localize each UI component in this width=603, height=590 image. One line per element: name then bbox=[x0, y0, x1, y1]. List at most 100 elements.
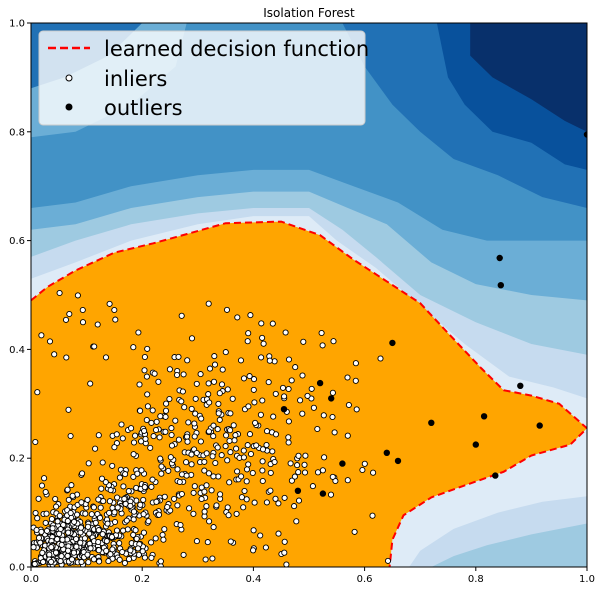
inlier-point bbox=[135, 329, 142, 336]
inlier-point bbox=[65, 547, 72, 554]
inlier-point bbox=[249, 469, 256, 477]
inlier-point bbox=[141, 554, 148, 561]
inlier-point bbox=[197, 438, 204, 445]
inlier-point bbox=[281, 494, 288, 501]
outlier-point bbox=[583, 131, 587, 138]
inlier-point bbox=[227, 538, 234, 545]
inlier-point bbox=[283, 561, 290, 567]
inlier-point bbox=[171, 495, 178, 502]
inlier-point bbox=[48, 558, 55, 565]
inlier-point bbox=[299, 372, 306, 379]
inlier-point bbox=[181, 404, 188, 411]
x-tick-label: 0.0 bbox=[23, 574, 39, 585]
inlier-point bbox=[188, 451, 195, 458]
inlier-point bbox=[275, 530, 282, 537]
inlier-point bbox=[149, 407, 156, 414]
inlier-point bbox=[209, 453, 216, 460]
inlier-point bbox=[193, 380, 200, 387]
inlier-point bbox=[351, 528, 358, 535]
inlier-point bbox=[304, 392, 311, 399]
inlier-point bbox=[95, 538, 102, 546]
outlier-point bbox=[480, 413, 488, 420]
inlier-point bbox=[329, 389, 336, 396]
inlier-point bbox=[191, 483, 198, 490]
inlier-point bbox=[67, 509, 74, 517]
inlier-point bbox=[95, 432, 102, 439]
inlier-point bbox=[183, 433, 191, 440]
inlier-point bbox=[345, 401, 352, 409]
y-tick-label: 0.8 bbox=[9, 127, 25, 138]
inlier-point bbox=[42, 519, 49, 526]
x-axis: 0.0 0.2 0.4 0.6 0.8 1.0 bbox=[23, 567, 595, 585]
inlier-point bbox=[217, 491, 224, 498]
inlier-point bbox=[166, 395, 173, 403]
inlier-point bbox=[329, 473, 336, 480]
inlier-point bbox=[87, 545, 94, 552]
inlier-point bbox=[84, 551, 91, 558]
inlier-point bbox=[95, 547, 102, 554]
inlier-point bbox=[210, 378, 218, 385]
inlier-point bbox=[116, 474, 123, 481]
inlier-point bbox=[114, 494, 121, 501]
inlier-point bbox=[46, 338, 54, 345]
inlier-point bbox=[224, 457, 231, 464]
inlier-point bbox=[119, 435, 126, 442]
inlier-point bbox=[244, 442, 251, 449]
inlier-point bbox=[281, 538, 288, 545]
chart-title: Isolation Forest bbox=[263, 6, 355, 20]
inlier-point bbox=[186, 505, 193, 512]
inlier-point bbox=[163, 400, 170, 407]
inlier-point bbox=[43, 510, 50, 517]
inlier-point bbox=[222, 443, 229, 450]
inlier-point bbox=[291, 473, 298, 480]
inlier-point bbox=[162, 407, 170, 414]
inlier-point bbox=[222, 349, 229, 356]
inlier-point bbox=[210, 473, 217, 480]
inlier-point bbox=[267, 487, 274, 494]
inlier-point bbox=[232, 432, 239, 439]
inlier-point bbox=[140, 511, 147, 518]
inlier-point bbox=[158, 470, 165, 477]
inlier-point bbox=[70, 549, 77, 556]
inlier-point bbox=[215, 400, 222, 407]
inlier-point bbox=[214, 426, 221, 433]
inlier-point bbox=[234, 314, 241, 321]
inlier-point bbox=[259, 467, 266, 474]
inlier-point bbox=[301, 469, 309, 476]
inlier-point bbox=[64, 552, 71, 559]
inlier-point bbox=[210, 433, 217, 440]
inlier-point bbox=[94, 321, 101, 328]
inlier-point bbox=[103, 547, 110, 554]
inlier-point bbox=[211, 353, 218, 360]
inlier-point bbox=[259, 446, 267, 453]
inlier-point bbox=[141, 484, 148, 491]
inlier-point bbox=[180, 551, 187, 558]
inlier-point bbox=[67, 432, 74, 440]
inlier-point bbox=[145, 518, 152, 525]
inlier-point bbox=[230, 422, 237, 429]
inlier-point bbox=[105, 558, 112, 565]
inlier-point bbox=[240, 375, 248, 382]
inlier-point bbox=[111, 518, 119, 526]
inlier-point bbox=[87, 380, 94, 387]
inlier-point bbox=[270, 413, 277, 420]
y-axis: 0.0 0.2 0.4 0.6 0.8 1.0 bbox=[9, 19, 31, 574]
inlier-point bbox=[111, 444, 118, 451]
inlier-point bbox=[42, 488, 49, 496]
inlier-point bbox=[282, 329, 289, 336]
outlier-point bbox=[472, 441, 479, 448]
inlier-point bbox=[39, 549, 46, 556]
inlier-point bbox=[32, 438, 39, 446]
inlier-point bbox=[78, 499, 85, 506]
inlier-point bbox=[260, 340, 267, 347]
inlier-point bbox=[120, 527, 127, 534]
outlier-point bbox=[517, 382, 524, 389]
inlier-point bbox=[370, 469, 377, 476]
legend-outlier-marker bbox=[65, 103, 73, 111]
inlier-point bbox=[229, 395, 236, 402]
inlier-point bbox=[291, 503, 298, 510]
inlier-point bbox=[293, 518, 300, 525]
inlier-point bbox=[258, 320, 265, 327]
inlier-point bbox=[52, 495, 59, 503]
inlier-point bbox=[344, 374, 351, 381]
